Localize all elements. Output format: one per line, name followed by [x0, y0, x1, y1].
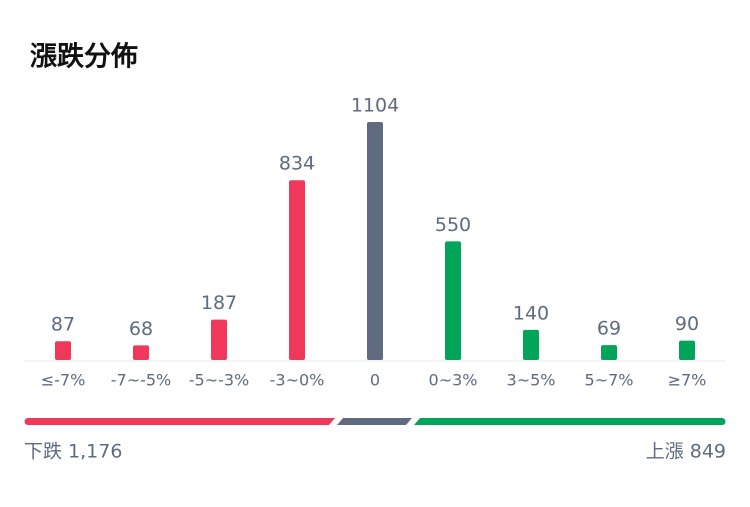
x-tick-label: 3~5% [507, 371, 556, 390]
summary-left: 下跌 1,176 [24, 441, 122, 463]
chart-title: 漲跌分佈 [30, 41, 138, 73]
up-bar [414, 418, 726, 425]
value-label: 187 [201, 292, 237, 314]
x-tick-label: ≥7% [668, 371, 707, 390]
bar [367, 122, 383, 360]
bar [601, 345, 617, 360]
x-tick-label: 5~7% [585, 371, 634, 390]
value-label: 550 [435, 214, 471, 236]
flat-bar [337, 418, 412, 425]
x-tick-label: -5~-3% [189, 371, 250, 390]
value-label: 834 [279, 153, 315, 175]
bar [523, 329, 539, 360]
value-label: 68 [129, 318, 153, 340]
x-tick-label: 0~3% [429, 371, 478, 390]
x-tick-label: -3~0% [270, 371, 325, 390]
bar [133, 345, 149, 360]
down-bar [24, 418, 335, 425]
bar [679, 340, 695, 360]
bar [445, 241, 461, 360]
value-label: 140 [513, 302, 549, 324]
x-tick-label: 0 [370, 371, 380, 390]
value-label: 69 [597, 318, 621, 340]
value-label: 87 [51, 314, 75, 336]
bar [211, 319, 227, 360]
x-tick-label: -7~-5% [111, 371, 172, 390]
bar [289, 180, 305, 360]
value-label: 1104 [351, 95, 399, 117]
x-tick-label: ≤-7% [41, 371, 86, 390]
summary-right: 上漲 849 [646, 441, 726, 463]
bar [55, 341, 71, 360]
value-label: 90 [675, 313, 699, 335]
